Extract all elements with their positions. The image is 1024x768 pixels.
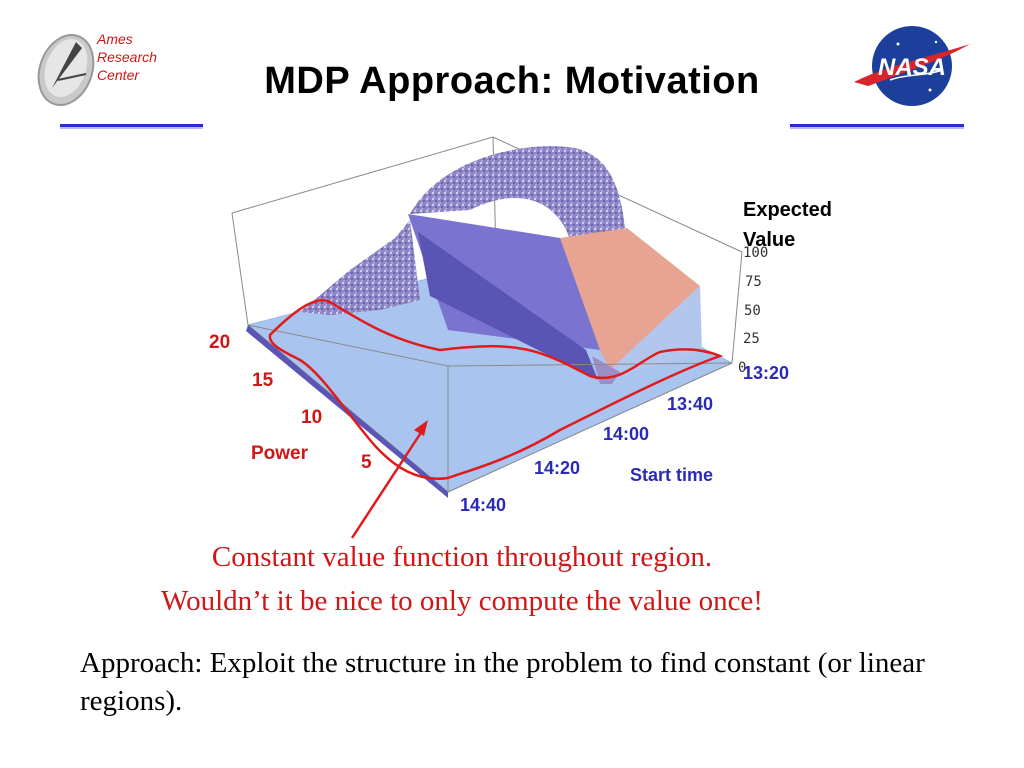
- y-tick-15: 15: [252, 370, 274, 391]
- constant-region-outline: [268, 299, 724, 480]
- title-rule-left: [60, 124, 203, 129]
- y-axis-label: Power: [251, 443, 309, 464]
- z-axis-label-line1: Expected: [743, 199, 832, 221]
- z-tick-100: 100: [743, 245, 768, 261]
- x-tick-1340: 13:40: [667, 394, 713, 414]
- x-tick-1320: 13:20: [743, 363, 789, 383]
- slide-title: MDP Approach: Motivation: [264, 60, 760, 102]
- x-tick-1400: 14:00: [603, 424, 649, 444]
- z-axis-label-line2: Value: [743, 229, 795, 251]
- surface-rough-hump: [410, 146, 625, 246]
- ames-logo-text: Ames Research Center: [97, 31, 157, 83]
- approach-text: Approach: Exploit the structure in the p…: [80, 647, 925, 717]
- z-tick-50: 50: [744, 303, 761, 319]
- x-tick-1440: 14:40: [460, 495, 506, 515]
- y-tick-10: 10: [301, 407, 322, 428]
- x-tick-1420: 14:20: [534, 458, 580, 478]
- title-rule-right: [790, 124, 964, 129]
- y-tick-20: 20: [209, 332, 230, 353]
- x-axis-label: Start time: [630, 465, 713, 485]
- surface-plateau: [560, 228, 700, 370]
- surface-ridge-face: [418, 232, 598, 380]
- arrow-to-region: [350, 420, 428, 539]
- ames-logo: [37, 34, 95, 106]
- y-tick-5: 5: [361, 452, 372, 473]
- z-tick-0: 0: [738, 360, 746, 376]
- z-axis-ticks: 100 75 50 25 0: [738, 245, 768, 376]
- nasa-logo-text: NASA: [878, 54, 946, 81]
- surface-plateau-side: [610, 286, 702, 378]
- surface-ridge-top: [408, 214, 600, 350]
- surface-rough-left: [300, 220, 420, 315]
- z-tick-25: 25: [743, 331, 760, 347]
- z-tick-75: 75: [745, 274, 762, 290]
- caption-line-2: Wouldn’t it be nice to only compute the …: [161, 585, 763, 617]
- nasa-logo: NASA: [854, 26, 970, 106]
- caption-line-1: Constant value function throughout regio…: [211, 541, 713, 573]
